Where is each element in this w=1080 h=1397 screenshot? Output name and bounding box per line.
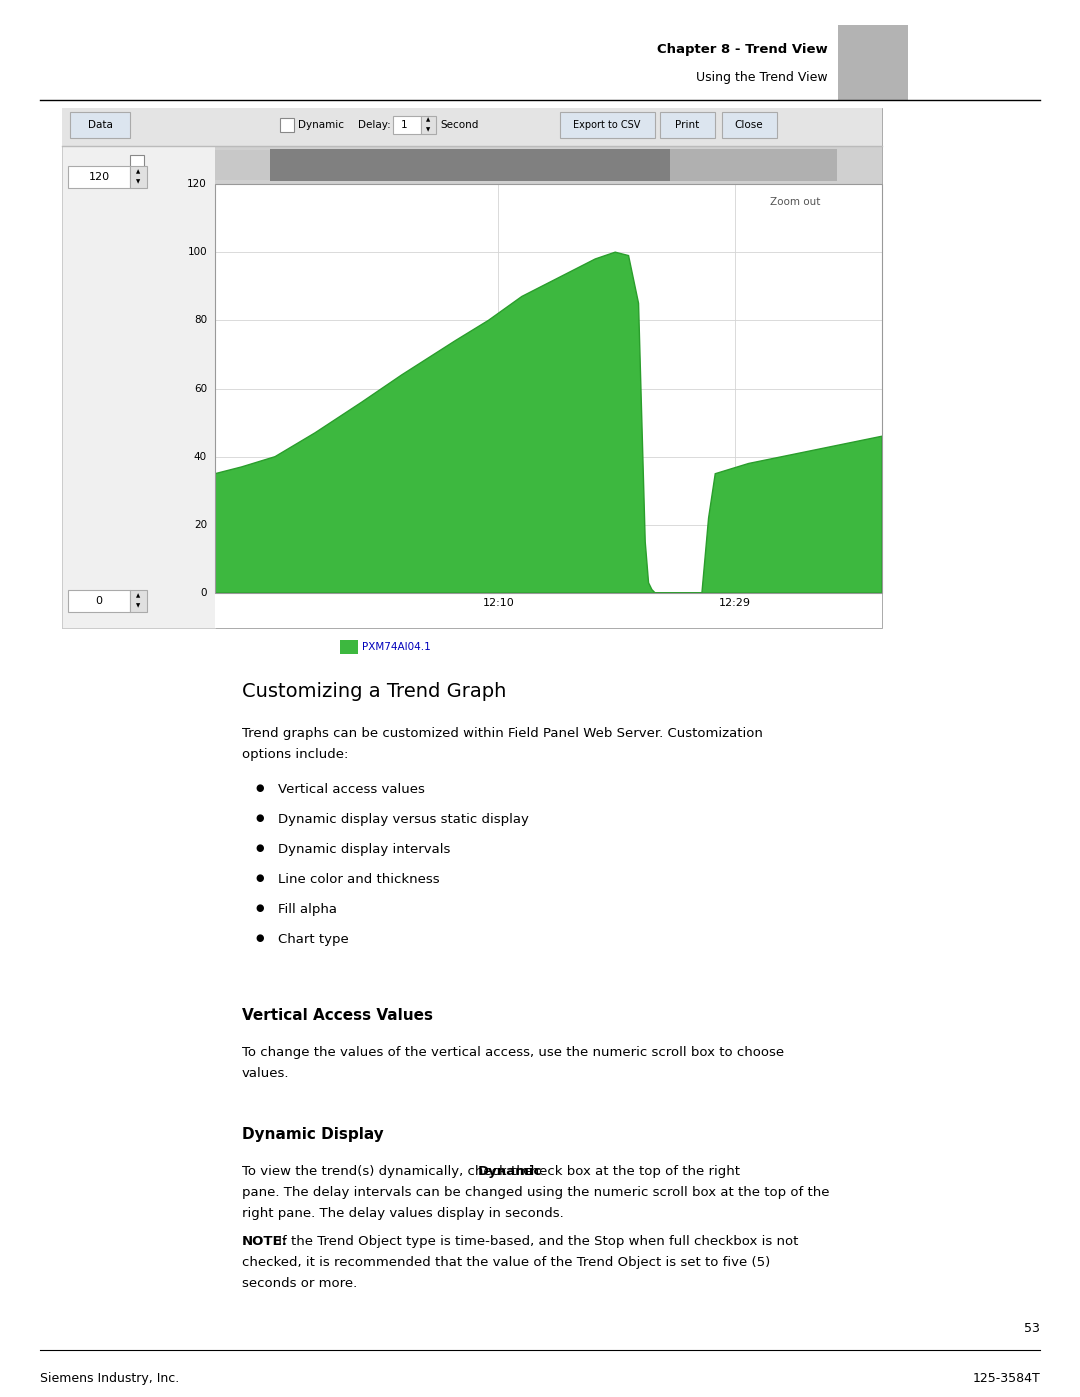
Bar: [130, 166, 147, 189]
Text: 53: 53: [1024, 1322, 1040, 1336]
Text: ▼: ▼: [136, 604, 140, 609]
Text: Dynamic display intervals: Dynamic display intervals: [278, 842, 450, 856]
Text: Vertical Access Values: Vertical Access Values: [242, 1009, 433, 1023]
Text: 40: 40: [194, 451, 207, 461]
Text: ▼: ▼: [136, 179, 140, 184]
Bar: [660, 112, 715, 138]
Text: Dynamic: Dynamic: [298, 120, 345, 130]
Bar: [838, 25, 908, 101]
Text: PXM74AI04.1: PXM74AI04.1: [362, 643, 431, 652]
Text: Delay:: Delay:: [357, 120, 391, 130]
Text: 80: 80: [194, 316, 207, 326]
Bar: [62, 108, 882, 147]
Bar: [68, 166, 130, 189]
Text: Trend graphs can be customized within Field Panel Web Server. Customization: Trend graphs can be customized within Fi…: [242, 726, 762, 740]
Text: ●: ●: [256, 842, 265, 854]
Text: Customizing a Trend Graph: Customizing a Trend Graph: [242, 682, 507, 701]
Text: values.: values.: [242, 1067, 289, 1080]
Text: Dynamic: Dynamic: [477, 1165, 542, 1178]
Bar: [215, 149, 270, 180]
Text: 1: 1: [401, 120, 407, 130]
Bar: [421, 116, 436, 134]
Text: Chart type: Chart type: [278, 933, 349, 946]
Text: Using the Trend View: Using the Trend View: [697, 71, 828, 84]
Bar: [215, 147, 882, 184]
Text: check box at the top of the right: check box at the top of the right: [519, 1165, 740, 1178]
Text: Vertical access values: Vertical access values: [278, 782, 424, 796]
Text: Siemens Industry, Inc.: Siemens Industry, Inc.: [40, 1372, 179, 1384]
Text: ▼: ▼: [426, 127, 430, 133]
Bar: [393, 116, 421, 134]
Text: Dynamic display versus static display: Dynamic display versus static display: [278, 813, 529, 826]
Text: ▲: ▲: [426, 117, 430, 123]
Text: 0: 0: [201, 588, 207, 598]
Text: 120: 120: [89, 172, 109, 182]
Bar: [215, 184, 882, 592]
Text: Line color and thickness: Line color and thickness: [278, 873, 440, 886]
Text: ▲: ▲: [136, 594, 140, 598]
Text: ●: ●: [256, 873, 265, 883]
Text: If the Trend Object type is time-based, and the Stop when full checkbox is not: If the Trend Object type is time-based, …: [273, 1235, 798, 1248]
Bar: [671, 149, 837, 182]
Bar: [270, 149, 671, 182]
Text: Data: Data: [87, 120, 112, 130]
Text: pane. The delay intervals can be changed using the numeric scroll box at the top: pane. The delay intervals can be changed…: [242, 1186, 829, 1199]
Text: ↘: ↘: [715, 148, 726, 161]
Bar: [62, 108, 882, 629]
Text: ●: ●: [256, 813, 265, 823]
Text: Zoom out: Zoom out: [770, 197, 821, 207]
Text: Chapter 8 - Trend View: Chapter 8 - Trend View: [658, 43, 828, 56]
Text: ●: ●: [256, 933, 265, 943]
Text: To change the values of the vertical access, use the numeric scroll box to choos: To change the values of the vertical acc…: [242, 1046, 784, 1059]
Text: 12:10: 12:10: [483, 598, 514, 608]
Bar: [561, 112, 654, 138]
Text: options include:: options include:: [242, 747, 349, 761]
Text: Print: Print: [675, 120, 699, 130]
Text: 0: 0: [95, 597, 103, 606]
Text: Fill alpha: Fill alpha: [278, 902, 337, 916]
Text: 100: 100: [187, 247, 207, 257]
Bar: [130, 155, 144, 169]
Text: seconds or more.: seconds or more.: [242, 1277, 357, 1289]
Text: Second: Second: [440, 120, 478, 130]
Text: checked, it is recommended that the value of the Trend Object is set to five (5): checked, it is recommended that the valu…: [242, 1256, 770, 1268]
Bar: [62, 147, 215, 629]
Bar: [130, 590, 147, 612]
Polygon shape: [215, 253, 882, 592]
Text: ●: ●: [256, 782, 265, 793]
Bar: [723, 112, 777, 138]
Text: NOTE:: NOTE:: [242, 1235, 288, 1248]
Bar: [215, 147, 882, 629]
Text: Dynamic Display: Dynamic Display: [242, 1127, 383, 1141]
Text: ●: ●: [256, 902, 265, 914]
Text: right pane. The delay values display in seconds.: right pane. The delay values display in …: [242, 1207, 564, 1220]
Text: 20: 20: [194, 520, 207, 529]
Text: 60: 60: [194, 384, 207, 394]
Text: ▲: ▲: [136, 169, 140, 175]
Bar: [280, 117, 294, 131]
Text: 125-3584T: 125-3584T: [972, 1372, 1040, 1384]
Bar: [340, 640, 357, 654]
Text: 12:29: 12:29: [719, 598, 752, 608]
Text: Close: Close: [734, 120, 764, 130]
Bar: [70, 112, 130, 138]
Text: 120: 120: [187, 179, 207, 189]
Bar: [68, 590, 130, 612]
Text: To view the trend(s) dynamically, check the: To view the trend(s) dynamically, check …: [242, 1165, 537, 1178]
Text: Export to CSV: Export to CSV: [573, 120, 640, 130]
